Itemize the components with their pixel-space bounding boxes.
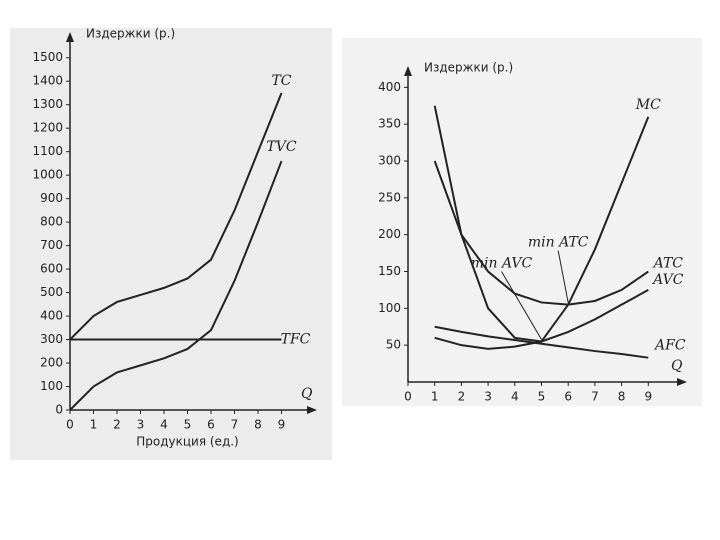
- y-tick-label: 100: [40, 379, 63, 393]
- curve-label: TFC: [281, 332, 311, 348]
- x-tick-label: 8: [254, 418, 262, 432]
- annotation-pointer: [557, 250, 569, 303]
- y-tick-label: 700: [40, 238, 63, 252]
- curve-label: TVC: [266, 139, 296, 155]
- y-tick-label: 0: [55, 403, 63, 417]
- annotation: min AVC: [471, 255, 533, 271]
- x-tick-label: 9: [278, 418, 286, 432]
- y-tick-label: 300: [378, 154, 401, 168]
- y-tick-label: 1300: [32, 97, 63, 111]
- y-tick-label: 200: [40, 356, 63, 370]
- curve-label: MC: [635, 97, 661, 113]
- cost-curve: [434, 325, 649, 359]
- x-tick-label: 8: [618, 390, 626, 404]
- x-tick-label: 2: [113, 418, 121, 432]
- y-tick-label: 1100: [32, 144, 63, 158]
- x-tick-label: 5: [538, 390, 546, 404]
- x-tick-label: 4: [160, 418, 168, 432]
- y-tick-label: 400: [378, 80, 401, 94]
- y-tick-label: 1200: [32, 121, 63, 135]
- y-tick-label: 250: [378, 190, 401, 204]
- y-arrow: [66, 32, 74, 42]
- y-axis-label: Издержки (р.): [86, 27, 175, 41]
- y-tick-label: 200: [378, 227, 401, 241]
- curve-label: AFC: [653, 338, 686, 354]
- x-tick-label: 0: [66, 418, 74, 432]
- curve-label: ATC: [652, 256, 684, 272]
- x-tick-label: 0: [404, 390, 412, 404]
- x-tick-label: 6: [564, 390, 572, 404]
- x-tick-label: 1: [90, 418, 98, 432]
- x-end-label: Q: [301, 386, 313, 402]
- x-tick-label: 2: [458, 390, 466, 404]
- x-tick-label: 9: [644, 390, 652, 404]
- x-tick-label: 7: [591, 390, 599, 404]
- y-tick-label: 350: [378, 117, 401, 131]
- x-axis-label: Продукция (ед.): [136, 435, 239, 449]
- x-tick-label: 3: [484, 390, 492, 404]
- x-tick-label: 1: [431, 390, 439, 404]
- cost-curve: [433, 160, 649, 306]
- y-tick-label: 50: [386, 338, 401, 352]
- y-tick-label: 300: [40, 332, 63, 346]
- cost-curve: [69, 160, 283, 411]
- x-arrow: [307, 406, 317, 414]
- y-axis-label: Издержки (р.): [424, 61, 513, 75]
- y-tick-label: 1400: [32, 74, 63, 88]
- curve-label: TC: [271, 73, 291, 89]
- x-arrow: [677, 378, 687, 386]
- y-tick-label: 900: [40, 191, 63, 205]
- curve-label: AVC: [651, 272, 684, 288]
- x-tick-label: 3: [137, 418, 145, 432]
- y-tick-label: 100: [378, 301, 401, 315]
- x-end-label: Q: [671, 358, 683, 374]
- y-tick-label: 150: [378, 264, 401, 278]
- cost-curve: [69, 92, 283, 341]
- y-tick-label: 500: [40, 285, 63, 299]
- x-tick-label: 6: [207, 418, 215, 432]
- x-tick-label: 7: [231, 418, 239, 432]
- y-tick-label: 1500: [32, 50, 63, 64]
- y-tick-label: 400: [40, 309, 63, 323]
- y-arrow: [404, 66, 412, 76]
- annotation-pointer: [501, 271, 542, 340]
- y-tick-label: 1000: [32, 168, 63, 182]
- cost-curve: [434, 289, 649, 350]
- annotation: min ATC: [528, 235, 589, 251]
- y-tick-label: 800: [40, 215, 63, 229]
- x-tick-label: 4: [511, 390, 519, 404]
- x-tick-label: 5: [184, 418, 192, 432]
- y-tick-label: 600: [40, 262, 63, 276]
